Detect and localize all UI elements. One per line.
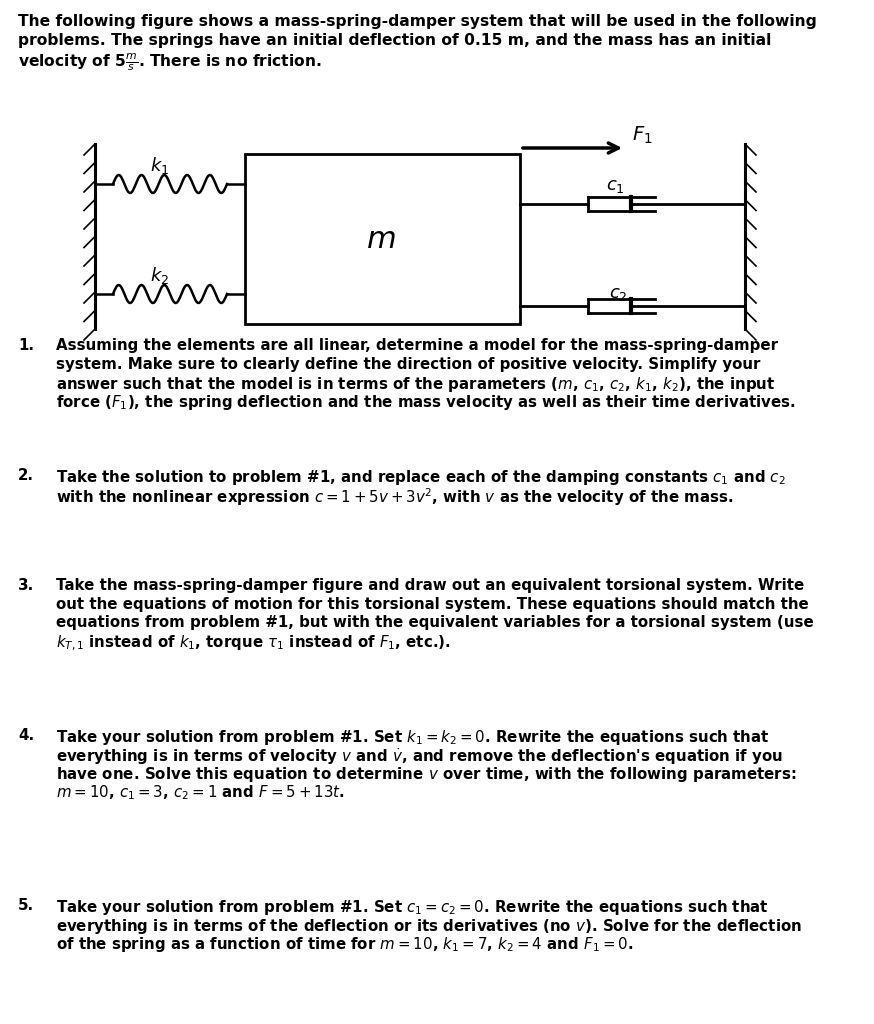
Text: 1.: 1.	[18, 338, 34, 353]
Text: $k_1$: $k_1$	[150, 156, 170, 176]
Text: force ($F_1$), the spring deflection and the mass velocity as well as their time: force ($F_1$), the spring deflection and…	[56, 393, 795, 413]
Text: system. Make sure to clearly define the direction of positive velocity. Simplify: system. Make sure to clearly define the …	[56, 356, 760, 372]
Text: The following figure shows a mass-spring-damper system that will be used in the : The following figure shows a mass-spring…	[18, 14, 816, 29]
Text: out the equations of motion for this torsional system. These equations should ma: out the equations of motion for this tor…	[56, 597, 808, 611]
Text: everything is in terms of velocity $v$ and $\dot{v}$, and remove the deflection': everything is in terms of velocity $v$ a…	[56, 746, 783, 767]
Text: Take your solution from problem #1. Set $k_1 = k_2 = 0$. Rewrite the equations s: Take your solution from problem #1. Set …	[56, 728, 770, 746]
Text: of the spring as a function of time for $m = 10$, $k_1 = 7$, $k_2 = 4$ and $F_1 : of the spring as a function of time for …	[56, 935, 634, 954]
Text: answer such that the model is in terms of the parameters ($m$, $c_1$, $c_2$, $k_: answer such that the model is in terms o…	[56, 375, 775, 394]
Text: Assuming the elements are all linear, determine a model for the mass-spring-damp: Assuming the elements are all linear, de…	[56, 338, 778, 353]
Text: Take the solution to problem #1, and replace each of the damping constants $c_1$: Take the solution to problem #1, and rep…	[56, 468, 786, 487]
Text: problems. The springs have an initial deflection of 0.15 m, and the mass has an : problems. The springs have an initial de…	[18, 33, 772, 48]
Text: velocity of 5$\frac{m}{s}$. There is no friction.: velocity of 5$\frac{m}{s}$. There is no …	[18, 52, 322, 74]
Text: with the nonlinear expression $c = 1 + 5v + 3v^2$, with $v$ as the velocity of t: with the nonlinear expression $c = 1 + 5…	[56, 486, 733, 508]
Text: $c_1$: $c_1$	[606, 177, 624, 195]
Text: everything is in terms of the deflection or its derivatives (no $v$). Solve for : everything is in terms of the deflection…	[56, 916, 802, 936]
Text: Take your solution from problem #1. Set $c_1 = c_2 = 0$. Rewrite the equations s: Take your solution from problem #1. Set …	[56, 898, 769, 918]
Text: $m = 10$, $c_1 = 3$, $c_2 = 1$ and $F = 5 + 13t$.: $m = 10$, $c_1 = 3$, $c_2 = 1$ and $F = …	[56, 783, 344, 802]
Text: Take the mass-spring-damper figure and draw out an equivalent torsional system. : Take the mass-spring-damper figure and d…	[56, 578, 804, 593]
Text: 5.: 5.	[18, 898, 34, 913]
Text: $F_1$: $F_1$	[632, 125, 653, 146]
Text: $k_2$: $k_2$	[150, 265, 170, 287]
Bar	[245, 154, 520, 324]
Text: equations from problem #1, but with the equivalent variables for a torsional sys: equations from problem #1, but with the …	[56, 615, 814, 630]
Text: $k_{T,1}$ instead of $k_1$, torque $\tau_1$ instead of $F_1$, etc.).: $k_{T,1}$ instead of $k_1$, torque $\tau…	[56, 634, 451, 653]
Text: m: m	[367, 224, 397, 254]
Text: have one. Solve this equation to determine $v$ over time, with the following par: have one. Solve this equation to determi…	[56, 765, 796, 784]
Text: 3.: 3.	[18, 578, 34, 593]
Text: $c_2$: $c_2$	[608, 285, 628, 303]
Text: 2.: 2.	[18, 468, 34, 483]
Text: 4.: 4.	[18, 728, 34, 743]
